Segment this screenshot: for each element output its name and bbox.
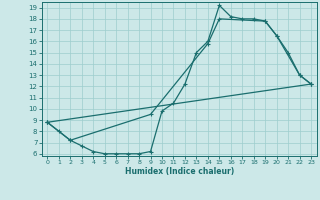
- X-axis label: Humidex (Indice chaleur): Humidex (Indice chaleur): [124, 167, 234, 176]
